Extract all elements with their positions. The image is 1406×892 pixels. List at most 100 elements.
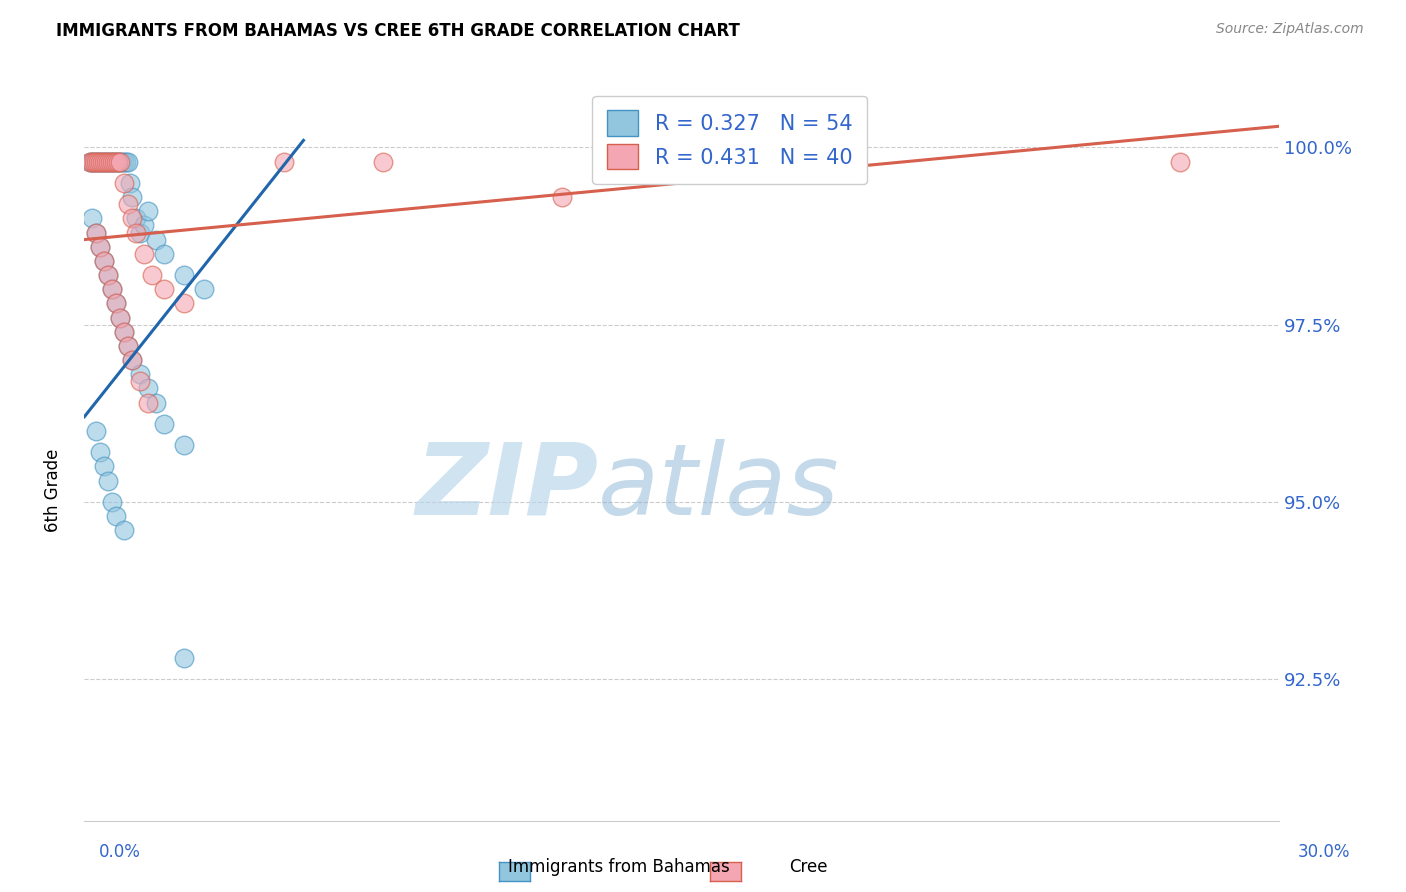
Point bbox=[125, 226, 148, 240]
Point bbox=[79, 154, 101, 169]
Point bbox=[97, 154, 120, 169]
Point bbox=[97, 154, 120, 169]
Point bbox=[86, 226, 108, 240]
Text: IMMIGRANTS FROM BAHAMAS VS CREE 6TH GRADE CORRELATION CHART: IMMIGRANTS FROM BAHAMAS VS CREE 6TH GRAD… bbox=[56, 22, 740, 40]
Point bbox=[93, 253, 115, 268]
Point bbox=[97, 268, 120, 282]
Point bbox=[110, 310, 132, 325]
Point bbox=[103, 154, 125, 169]
Point bbox=[105, 154, 128, 169]
Point bbox=[117, 197, 139, 211]
Point bbox=[273, 154, 295, 169]
Point bbox=[136, 204, 159, 219]
Text: 6th Grade: 6th Grade bbox=[45, 449, 62, 533]
Point bbox=[86, 424, 108, 438]
Point bbox=[129, 368, 152, 382]
Point bbox=[125, 211, 148, 226]
Point bbox=[93, 459, 115, 474]
Point bbox=[1168, 154, 1191, 169]
Point bbox=[82, 211, 104, 226]
Point bbox=[91, 154, 114, 169]
Point bbox=[82, 154, 104, 169]
Point bbox=[105, 296, 128, 310]
Point bbox=[112, 325, 135, 339]
Point bbox=[136, 395, 159, 409]
Point bbox=[105, 296, 128, 310]
Point bbox=[110, 154, 132, 169]
Point bbox=[89, 240, 111, 254]
Point bbox=[112, 154, 135, 169]
Point bbox=[129, 374, 152, 388]
Point bbox=[173, 438, 195, 452]
Point bbox=[112, 325, 135, 339]
Point bbox=[141, 268, 163, 282]
Point bbox=[93, 154, 115, 169]
Point bbox=[121, 211, 143, 226]
Point bbox=[132, 246, 156, 260]
Point bbox=[105, 508, 128, 523]
Text: Cree: Cree bbox=[789, 858, 828, 876]
Point bbox=[115, 154, 138, 169]
Point bbox=[110, 154, 132, 169]
Point bbox=[121, 353, 143, 368]
Text: 30.0%: 30.0% bbox=[1298, 843, 1350, 861]
Point bbox=[373, 154, 395, 169]
Point bbox=[82, 154, 104, 169]
Point bbox=[96, 154, 118, 169]
Point bbox=[132, 219, 156, 233]
Point bbox=[97, 268, 120, 282]
Point bbox=[96, 154, 118, 169]
Text: ZIP: ZIP bbox=[415, 439, 599, 535]
Point bbox=[129, 226, 152, 240]
Point bbox=[91, 154, 114, 169]
Point bbox=[79, 154, 101, 169]
Point bbox=[173, 296, 195, 310]
Point bbox=[117, 339, 139, 353]
Point bbox=[93, 253, 115, 268]
Point bbox=[117, 154, 139, 169]
Point bbox=[101, 154, 124, 169]
Point bbox=[86, 154, 108, 169]
Point bbox=[89, 154, 111, 169]
Point bbox=[86, 226, 108, 240]
Point bbox=[111, 154, 134, 169]
Point bbox=[87, 154, 110, 169]
Point bbox=[110, 310, 132, 325]
Point bbox=[173, 650, 195, 665]
Point bbox=[89, 154, 111, 169]
Point bbox=[101, 282, 124, 296]
Text: atlas: atlas bbox=[599, 439, 839, 535]
Point bbox=[105, 154, 128, 169]
Point bbox=[83, 154, 105, 169]
Point bbox=[121, 353, 143, 368]
Point bbox=[112, 176, 135, 190]
Point bbox=[153, 246, 176, 260]
Point bbox=[83, 154, 105, 169]
Point bbox=[121, 190, 143, 204]
Point bbox=[101, 154, 124, 169]
Legend: R = 0.327   N = 54, R = 0.431   N = 40: R = 0.327 N = 54, R = 0.431 N = 40 bbox=[592, 95, 868, 184]
Point bbox=[98, 154, 121, 169]
Point bbox=[87, 154, 110, 169]
Text: 0.0%: 0.0% bbox=[98, 843, 141, 861]
Point bbox=[551, 190, 574, 204]
Point bbox=[107, 154, 129, 169]
Point bbox=[97, 474, 120, 488]
Point bbox=[120, 176, 142, 190]
Point bbox=[89, 240, 111, 254]
Point bbox=[193, 282, 215, 296]
Point bbox=[136, 381, 159, 395]
Point bbox=[153, 417, 176, 431]
Point bbox=[173, 268, 195, 282]
Point bbox=[103, 154, 125, 169]
Text: Source: ZipAtlas.com: Source: ZipAtlas.com bbox=[1216, 22, 1364, 37]
Point bbox=[112, 523, 135, 537]
Point bbox=[89, 445, 111, 459]
Point bbox=[145, 395, 167, 409]
Point bbox=[101, 495, 124, 509]
Point bbox=[145, 233, 167, 247]
Point bbox=[153, 282, 176, 296]
Point bbox=[107, 154, 129, 169]
Point bbox=[93, 154, 115, 169]
Text: Immigrants from Bahamas: Immigrants from Bahamas bbox=[508, 858, 730, 876]
